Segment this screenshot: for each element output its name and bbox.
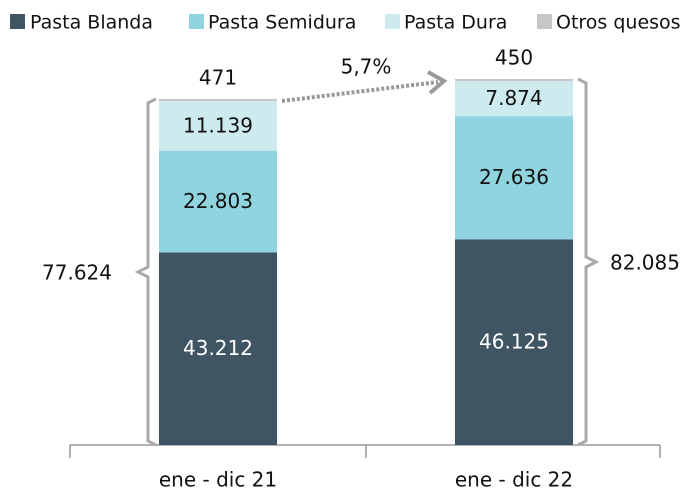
- legend-swatch: [189, 14, 204, 29]
- x-tick-label: ene - dic 21: [159, 468, 277, 492]
- bar-segment: [455, 239, 573, 445]
- bar-segment: [455, 81, 573, 117]
- growth-arrow: [281, 80, 439, 103]
- x-tick-label: ene - dic 22: [455, 468, 573, 492]
- legend-label: Pasta Semidura: [208, 12, 356, 34]
- data-label: 7.874: [485, 86, 542, 110]
- bar-segment: [159, 252, 277, 445]
- legend-label: Pasta Dura: [404, 12, 507, 34]
- legend-swatch: [385, 14, 400, 29]
- total-bracket: [577, 77, 600, 447]
- bar-segment: [159, 98, 277, 101]
- bar-segment: [159, 150, 277, 253]
- data-label: 450: [495, 46, 533, 70]
- growth-label: 5,7%: [341, 55, 392, 79]
- total-bracket: [134, 97, 157, 447]
- bar-segment: [159, 100, 277, 151]
- legend-label: Pasta Blanda: [30, 12, 153, 34]
- bar-segment: [455, 116, 573, 240]
- bar-segment: [455, 79, 573, 82]
- data-label: 27.636: [479, 165, 549, 189]
- total-label: 77.624: [42, 260, 112, 284]
- data-label: 11.139: [183, 113, 253, 137]
- growth-arrowhead: [427, 70, 448, 95]
- data-label: 43.212: [183, 336, 253, 360]
- data-label: 471: [199, 65, 237, 89]
- legend-label: Otros quesos: [556, 12, 681, 34]
- legend-swatch: [537, 14, 552, 29]
- total-label: 82.085: [610, 251, 680, 275]
- data-label: 46.125: [479, 330, 549, 354]
- data-label: 22.803: [183, 189, 253, 213]
- legend-swatch: [10, 14, 25, 29]
